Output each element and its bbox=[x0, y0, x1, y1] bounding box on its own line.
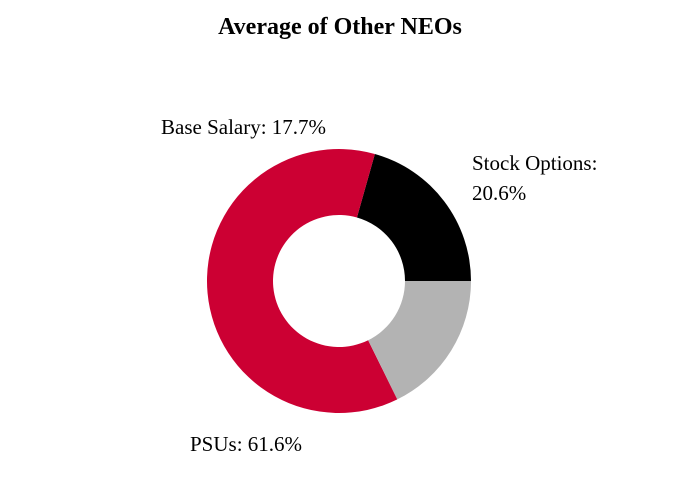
slice-psus bbox=[206, 149, 398, 414]
slice-stock-options bbox=[356, 153, 471, 281]
slice-label-base-salary-text: Base Salary: 17.7% bbox=[161, 115, 327, 139]
slice-base-salary bbox=[368, 281, 471, 400]
chart-title: Average of Other NEOs bbox=[218, 14, 462, 40]
slice-label-psus: PSUs: 61.6% bbox=[190, 429, 302, 459]
slice-label-psus-text: PSUs: 61.6% bbox=[190, 432, 303, 456]
slice-label-stock-options-value: 20.6% bbox=[472, 181, 527, 205]
slice-label-stock-options-name: Stock Options: bbox=[472, 151, 598, 175]
slice-label-stock-options: Stock Options: 20.6% bbox=[472, 148, 597, 208]
slice-label-base-salary: Base Salary: 17.7% bbox=[161, 112, 326, 142]
